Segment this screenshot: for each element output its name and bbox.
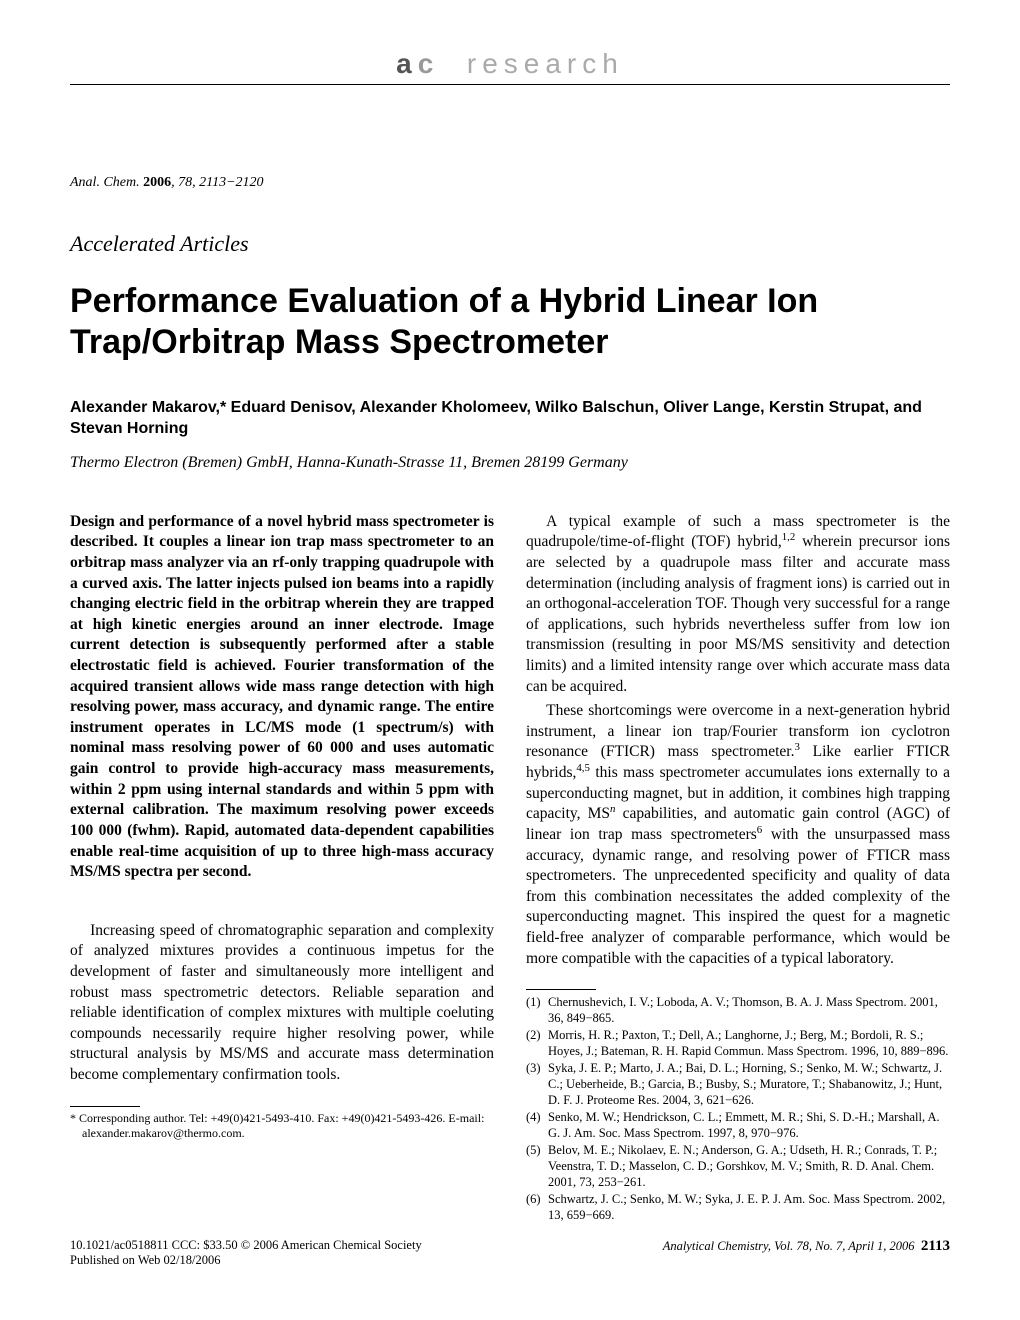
brand-a: a — [396, 48, 418, 79]
text-run: wherein precursor ions are selected by a… — [526, 533, 950, 694]
article-title: Performance Evaluation of a Hybrid Linea… — [70, 281, 950, 363]
authors: Alexander Makarov,* Eduard Denisov, Alex… — [70, 397, 950, 440]
ref-num: (3) — [526, 1060, 548, 1108]
affiliation: Thermo Electron (Bremen) GmbH, Hanna-Kun… — [70, 454, 950, 472]
header-rule — [70, 84, 950, 85]
reference-item: (4)Senko, M. W.; Hendrickson, C. L.; Emm… — [526, 1109, 950, 1141]
left-column: Design and performance of a novel hybrid… — [70, 512, 494, 1224]
footer-copyright: 10.1021/ac0518811 CCC: $33.50 © 2006 Ame… — [70, 1238, 422, 1253]
ref-num: (1) — [526, 994, 548, 1026]
brand-research: research — [467, 48, 624, 79]
right-column: A typical example of such a mass spectro… — [526, 512, 950, 1224]
journal-brand: ac research — [70, 48, 950, 80]
reference-item: (3)Syka, J. E. P.; Marto, J. A.; Bai, D.… — [526, 1060, 950, 1108]
reference-item: (2)Morris, H. R.; Paxton, T.; Dell, A.; … — [526, 1027, 950, 1059]
ref-text: Syka, J. E. P.; Marto, J. A.; Bai, D. L.… — [548, 1060, 950, 1108]
citation-year: 2006 — [143, 175, 171, 190]
brand-c: c — [418, 48, 440, 79]
ref-text: Belov, M. E.; Nikolaev, E. N.; Anderson,… — [548, 1142, 950, 1190]
citation-volume: 78 — [178, 175, 192, 190]
citation-journal: Anal. Chem. — [70, 175, 140, 190]
footer-left: 10.1021/ac0518811 CCC: $33.50 © 2006 Ame… — [70, 1238, 422, 1268]
page-number: 2113 — [921, 1238, 950, 1254]
text-run: with the unsurpassed mass accuracy, dyna… — [526, 826, 950, 967]
corresponding-footnote: * Corresponding author. Tel: +49(0)421-5… — [70, 1111, 494, 1142]
intro-paragraph: Increasing speed of chromatographic sepa… — [70, 921, 494, 1086]
body-para-2: These shortcomings were overcome in a ne… — [526, 701, 950, 969]
ref-text: Morris, H. R.; Paxton, T.; Dell, A.; Lan… — [548, 1027, 950, 1059]
reference-item: (1)Chernushevich, I. V.; Loboda, A. V.; … — [526, 994, 950, 1026]
citation-sup: 4,5 — [576, 762, 590, 774]
reference-item: (5)Belov, M. E.; Nikolaev, E. N.; Anders… — [526, 1142, 950, 1190]
citation-line: Anal. Chem. 2006, 78, 2113−2120 — [70, 175, 950, 191]
ref-num: (5) — [526, 1142, 548, 1190]
footer-right: Analytical Chemistry, Vol. 78, No. 7, Ap… — [663, 1238, 950, 1268]
refs-rule — [526, 989, 596, 990]
ref-text: Chernushevich, I. V.; Loboda, A. V.; Tho… — [548, 994, 950, 1026]
footer-journal-info: Analytical Chemistry, Vol. 78, No. 7, Ap… — [663, 1239, 915, 1253]
ref-text: Schwartz, J. C.; Senko, M. W.; Syka, J. … — [548, 1191, 950, 1223]
spacer — [70, 887, 494, 921]
reference-item: (6)Schwartz, J. C.; Senko, M. W.; Syka, … — [526, 1191, 950, 1223]
ref-text: Senko, M. W.; Hendrickson, C. L.; Emmett… — [548, 1109, 950, 1141]
page: ac research Anal. Chem. 2006, 78, 2113−2… — [0, 0, 1020, 1308]
two-column-body: Design and performance of a novel hybrid… — [70, 512, 950, 1224]
section-label: Accelerated Articles — [70, 231, 950, 257]
ref-num: (2) — [526, 1027, 548, 1059]
footer-pubdate: Published on Web 02/18/2006 — [70, 1253, 422, 1268]
ref-num: (6) — [526, 1191, 548, 1223]
citation-sup: 1,2 — [782, 531, 796, 543]
body-para-1: A typical example of such a mass spectro… — [526, 512, 950, 697]
ref-num: (4) — [526, 1109, 548, 1141]
footnote-rule — [70, 1106, 140, 1107]
citation-pages: 2113−2120 — [199, 175, 263, 190]
abstract: Design and performance of a novel hybrid… — [70, 512, 494, 883]
page-footer: 10.1021/ac0518811 CCC: $33.50 © 2006 Ame… — [70, 1238, 950, 1268]
references: (1)Chernushevich, I. V.; Loboda, A. V.; … — [526, 994, 950, 1223]
